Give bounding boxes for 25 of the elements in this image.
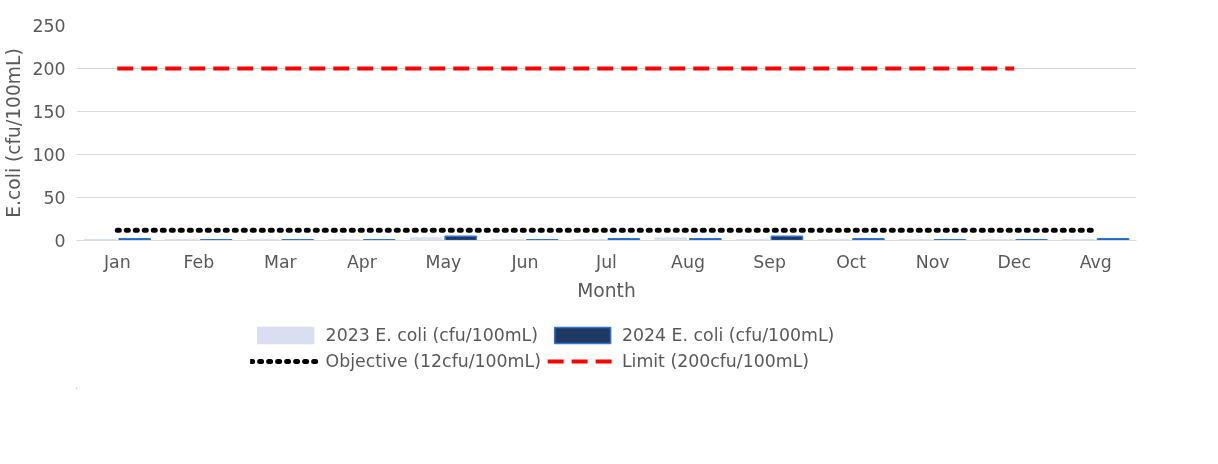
y-tick-label: 50 (43, 188, 66, 208)
x-tick-label: Jul (595, 251, 617, 272)
y-tick-label: 150 (32, 102, 66, 122)
x-tick-label: Dec (997, 251, 1031, 272)
y-tick-label: 200 (32, 59, 66, 79)
x-tick-label: Mar (264, 251, 298, 272)
legend-label: 2023 E. coli (cfu/100mL) (325, 325, 539, 345)
y-tick-label: 0 (54, 231, 66, 251)
x-tick-label: May (425, 251, 462, 272)
x-axis-title: Month (577, 279, 636, 301)
y-axis-title: E.coli (cfu/100mL) (3, 48, 25, 218)
legend-label: Objective (12cfu/100mL) (325, 351, 541, 371)
x-tick-label: Feb (183, 251, 215, 272)
x-tick-label: Apr (346, 251, 378, 272)
legend-label: Limit (200cfu/100mL) (621, 351, 810, 371)
x-tick-label: Nov (915, 251, 950, 272)
legend-label: 2024 E. coli (cfu/100mL) (621, 325, 835, 345)
x-tick-label: Jan (102, 251, 131, 272)
y-tick-label: 250 (32, 16, 66, 36)
x-tick-label: Oct (836, 251, 867, 272)
x-tick-label: Sep (753, 251, 786, 272)
x-tick-label: Aug (671, 251, 705, 272)
x-tick-label: Jun (510, 251, 539, 272)
x-tick-label: Avg (1079, 251, 1112, 272)
y-tick-label: 100 (32, 145, 66, 165)
